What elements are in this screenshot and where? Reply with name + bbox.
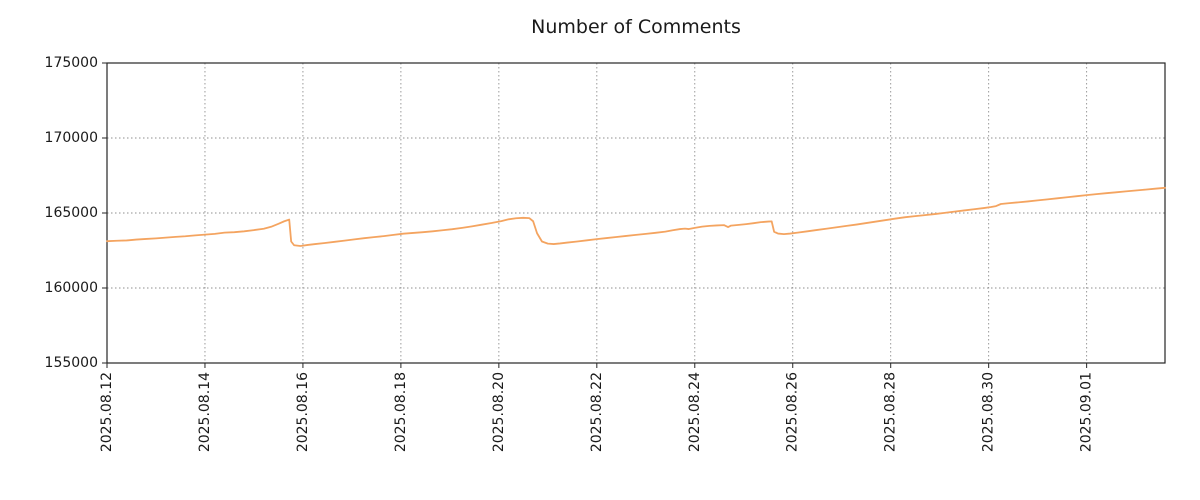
x-tick-label: 2025.08.28 xyxy=(883,372,899,452)
y-tick-label: 160000 xyxy=(45,280,98,296)
x-tick-label: 2025.08.26 xyxy=(785,372,801,452)
x-tick-label: 2025.09.01 xyxy=(1079,372,1095,452)
x-tick-label: 2025.08.12 xyxy=(99,372,115,452)
y-tick-label: 155000 xyxy=(45,355,98,371)
x-tick-label: 2025.08.22 xyxy=(589,372,605,452)
x-tick-label: 2025.08.16 xyxy=(295,372,311,452)
x-tick-label: 2025.08.20 xyxy=(491,372,507,452)
chart-title: Number of Comments xyxy=(531,16,741,38)
x-tick-label: 2025.08.14 xyxy=(197,372,213,452)
x-tick-label: 2025.08.30 xyxy=(981,372,997,452)
series-line-comments xyxy=(106,186,1166,247)
y-tick-label: 165000 xyxy=(45,205,98,221)
y-tick-label: 175000 xyxy=(45,55,98,71)
x-tick-label: 2025.08.18 xyxy=(393,372,409,452)
plot-border xyxy=(106,62,1166,364)
x-tick-label: 2025.08.24 xyxy=(687,372,703,452)
y-tick-label: 170000 xyxy=(45,130,98,146)
